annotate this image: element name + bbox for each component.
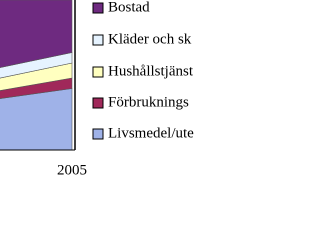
- area-band: [0, 88, 73, 151]
- legend-swatch: [92, 2, 104, 14]
- legend-label: Förbruknings: [108, 94, 189, 110]
- legend-swatch: [92, 128, 104, 140]
- legend-label: Hushållstjänst: [108, 63, 194, 79]
- legend-swatch: [92, 97, 104, 109]
- chart: 22005BostadKläder och skHushållstjänstFö…: [0, 0, 194, 178]
- legend-label: Bostad: [108, 0, 150, 15]
- legend-label: Livsmedel/ute: [108, 125, 194, 141]
- area-band: [0, 0, 73, 68]
- legend-swatch: [92, 66, 104, 78]
- x-tick-label: 2005: [57, 162, 87, 178]
- legend-label: Kläder och sk: [108, 31, 192, 47]
- legend-swatch: [92, 34, 104, 46]
